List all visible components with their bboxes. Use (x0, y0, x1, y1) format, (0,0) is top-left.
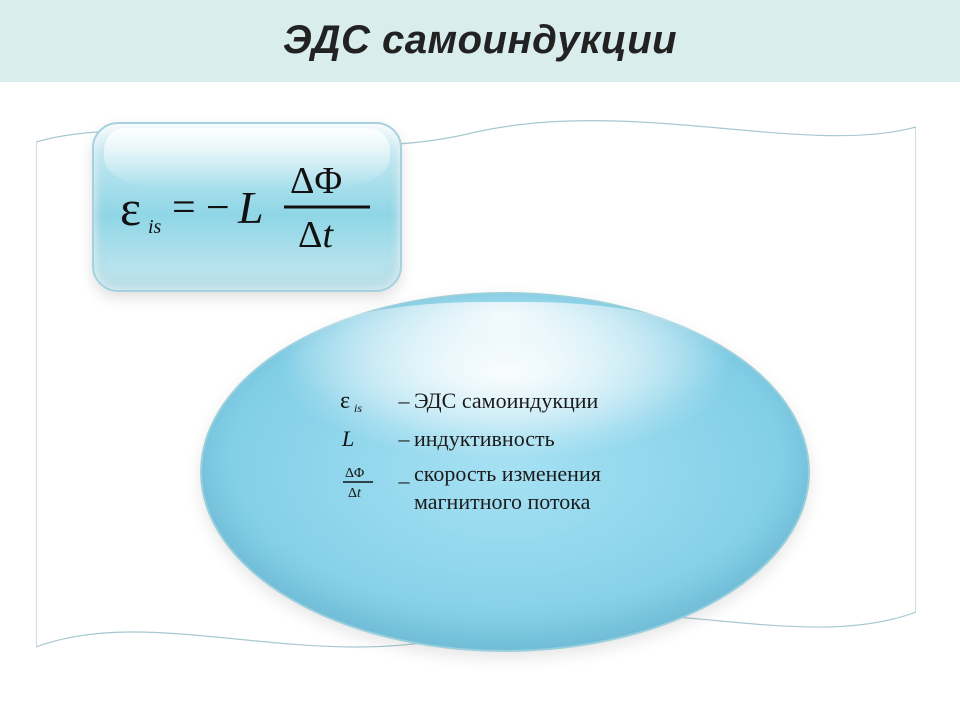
content-area: ε is – ЭДС самоиндукции L – индуктивност… (0, 82, 960, 720)
svg-text:is: is (354, 401, 362, 414)
legend-desc-rate: скорость изменения магнитного потока (414, 460, 601, 515)
svg-text:is: is (148, 216, 162, 238)
symbol-L: L (340, 426, 394, 452)
slide-title: ЭДС самоиндукции (0, 18, 960, 63)
svg-text:ΔΦ: ΔΦ (290, 160, 342, 202)
symbol-epsilon-is: ε is (340, 388, 394, 414)
svg-text:ε: ε (340, 388, 350, 414)
svg-text:L: L (237, 182, 264, 233)
svg-text:Δt: Δt (348, 486, 362, 500)
formula-box: ε is = − L ΔΦ Δt (92, 122, 402, 292)
svg-text:−: − (206, 185, 230, 231)
legend-dash: – (394, 422, 414, 456)
svg-text:L: L (341, 426, 354, 451)
legend-row-rate: ΔΦ Δt – скорость изменения магнитного по… (340, 460, 601, 515)
svg-text:Δt: Δt (298, 214, 334, 256)
legend: ε is – ЭДС самоиндукции L – индуктивност… (340, 384, 601, 519)
legend-row-emf: ε is – ЭДС самоиндукции (340, 384, 601, 418)
svg-text:ε: ε (120, 180, 141, 236)
slide: ЭДС самоиндукции (0, 0, 960, 720)
legend-ellipse: ε is – ЭДС самоиндукции L – индуктивност… (200, 292, 810, 652)
legend-row-L: L – индуктивность (340, 422, 601, 456)
formula-eds: ε is = − L ΔΦ Δt (112, 147, 382, 267)
legend-desc-L: индуктивность (414, 422, 555, 456)
svg-text:=: = (172, 185, 196, 231)
symbol-dphi-dt: ΔΦ Δt (340, 460, 394, 500)
legend-dash: – (394, 460, 414, 498)
svg-text:ΔΦ: ΔΦ (345, 466, 364, 481)
legend-desc-emf: ЭДС самоиндукции (414, 384, 598, 418)
legend-dash: – (394, 384, 414, 418)
